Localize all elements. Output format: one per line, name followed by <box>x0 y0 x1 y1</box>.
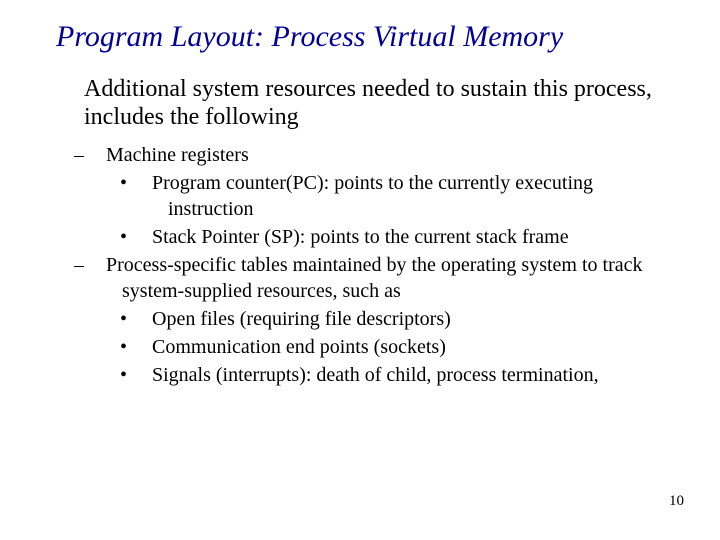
list-item: •Communication end points (sockets) <box>152 334 640 360</box>
list-item: •Signals (interrupts): death of child, p… <box>152 362 640 388</box>
list-text: Signals (interrupts): death of child, pr… <box>152 364 599 386</box>
slide: Program Layout: Process Virtual Memory A… <box>0 0 720 540</box>
list-text: Stack Pointer (SP): points to the curren… <box>152 226 569 248</box>
page-number: 10 <box>669 493 684 510</box>
slide-title: Program Layout: Process Virtual Memory <box>56 20 680 57</box>
list-text: Communication end points (sockets) <box>152 336 446 358</box>
list-item: •Open files (requiring file descriptors) <box>152 306 640 332</box>
list-item: •Stack Pointer (SP): points to the curre… <box>152 224 640 250</box>
list-item: –Process-specific tables maintained by t… <box>106 252 680 304</box>
list-item: –Machine registers <box>106 142 680 168</box>
list-text: Machine registers <box>106 144 249 166</box>
list-item: •Program counter(PC): points to the curr… <box>152 170 640 222</box>
list-text: Program counter(PC): points to the curre… <box>152 172 593 220</box>
list-text: Open files (requiring file descriptors) <box>152 308 451 330</box>
list-text: Process-specific tables maintained by th… <box>106 254 643 302</box>
intro-text: Additional system resources needed to su… <box>84 75 680 133</box>
